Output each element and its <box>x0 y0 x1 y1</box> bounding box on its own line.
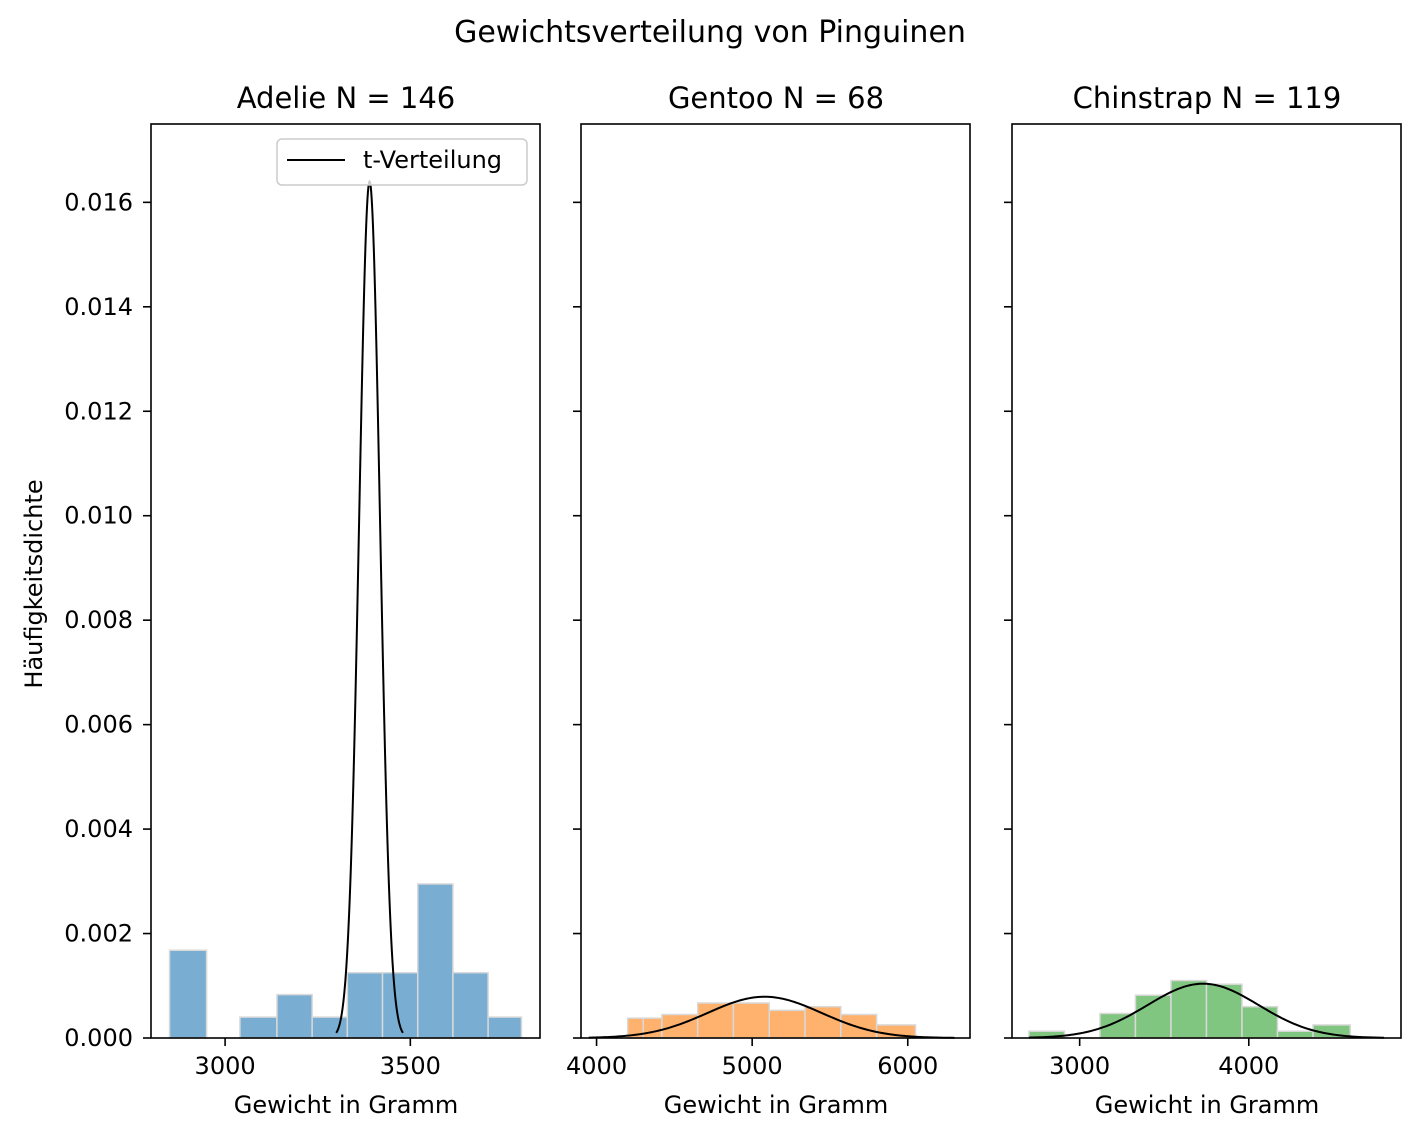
panel-gentoo: Gentoo N = 68 Gewicht in Gramm 4000 5000 6… <box>566 81 971 1119</box>
x-tick-label: 4000 <box>566 1052 627 1080</box>
panel-adelie: Adelie N = 146 Gewicht in Gramm 3000 3500… <box>64 81 541 1119</box>
histogram-bar <box>840 1013 878 1039</box>
x-tick-label: 3000 <box>195 1052 256 1080</box>
axes-frame <box>1011 123 1402 1039</box>
panel-title: Adelie N = 146 <box>237 81 456 115</box>
axes-frame <box>150 123 541 1039</box>
x-tick-label: 3500 <box>380 1052 441 1080</box>
x-axis-label: Gewicht in Gramm <box>1095 1091 1320 1119</box>
x-tick-label: 6000 <box>877 1052 938 1080</box>
y-tick-label: 0.004 <box>64 815 133 843</box>
y-tick-label: 0.008 <box>64 606 133 634</box>
histogram-bar <box>804 1005 842 1039</box>
panel-title: Gentoo N = 68 <box>668 81 884 115</box>
histogram-bar <box>276 993 313 1039</box>
axes-frame <box>580 123 971 1039</box>
density-curve <box>1028 982 1385 1039</box>
plot-area <box>168 179 523 1039</box>
histogram-bar <box>1241 1005 1279 1039</box>
histogram-bar <box>168 949 208 1039</box>
panel-title: Chinstrap N = 119 <box>1073 81 1342 115</box>
y-axis-label: Häufigkeitsdichte <box>20 479 48 688</box>
plot-area <box>1028 979 1385 1039</box>
histogram-bar <box>452 971 489 1039</box>
legend: t-Verteilung <box>276 138 528 186</box>
histogram-bar <box>661 1013 699 1039</box>
y-tick-label: 0.000 <box>64 1024 133 1052</box>
histogram-bar <box>768 1009 806 1039</box>
x-axis-label: Gewicht in Gramm <box>234 1091 459 1119</box>
histogram-bar <box>487 1016 523 1039</box>
histogram-bar <box>239 1016 278 1039</box>
histogram-bar <box>311 1016 349 1039</box>
y-tick-label: 0.002 <box>64 920 133 948</box>
figure-title: Gewichtsverteilung von Pinguinen <box>454 15 966 50</box>
y-tick-label: 0.016 <box>64 188 133 216</box>
x-tick-label: 3000 <box>1049 1052 1110 1080</box>
legend-label: t-Verteilung <box>363 146 502 174</box>
x-axis-label: Gewicht in Gramm <box>664 1091 889 1119</box>
density-curve <box>588 995 955 1039</box>
histogram-bar <box>416 883 454 1039</box>
y-tick-label: 0.012 <box>64 397 133 425</box>
panel-chinstrap: Chinstrap N = 119 Gewicht in Gramm 3000 4… <box>1004 81 1402 1119</box>
x-tick-label: 4000 <box>1218 1052 1279 1080</box>
x-tick-label: 5000 <box>722 1052 783 1080</box>
y-tick-label: 0.010 <box>64 502 133 530</box>
y-tick-label: 0.014 <box>64 293 133 321</box>
y-tick-label: 0.006 <box>64 711 133 739</box>
histogram-bar <box>642 1017 663 1039</box>
histogram-bar <box>732 1002 771 1039</box>
histogram-bar <box>1276 1030 1314 1039</box>
histogram-bar <box>346 971 384 1039</box>
histogram-bar <box>696 1002 735 1039</box>
legend-box <box>276 138 528 186</box>
